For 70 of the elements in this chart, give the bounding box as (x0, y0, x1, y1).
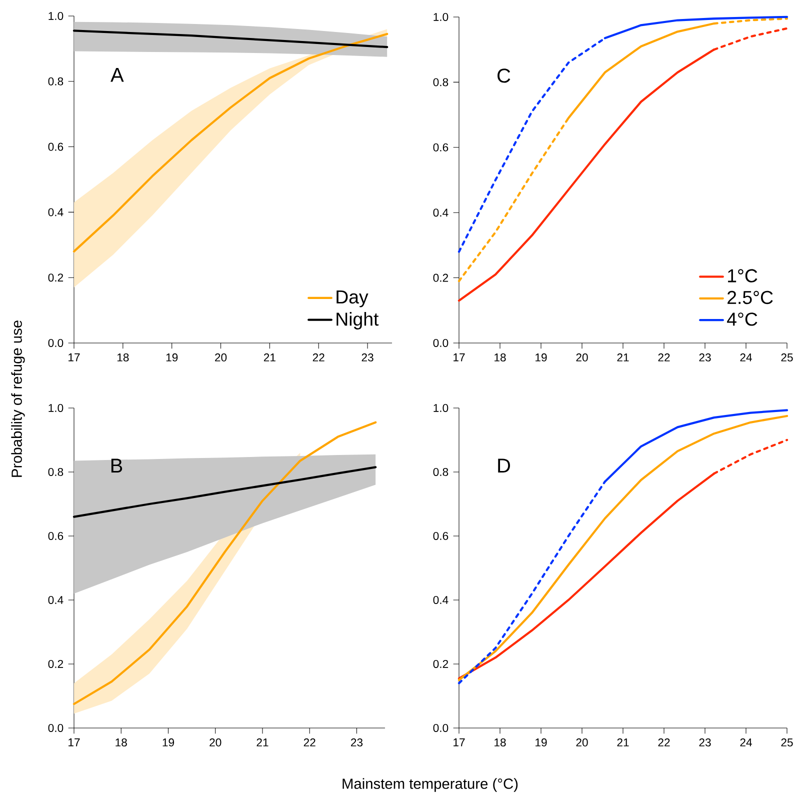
x-axis-title: Mainstem temperature (°C) (342, 778, 518, 792)
y-tick-label: 0.0 (48, 338, 64, 347)
y-tick-label: 0.8 (48, 77, 64, 86)
x-tick-label: 17 (68, 738, 80, 746)
x-tick-label: 23 (699, 353, 711, 362)
y-tick-label: 0.0 (433, 338, 448, 347)
x-tick-label: 24 (740, 738, 752, 746)
x-tick-label: 21 (256, 738, 268, 746)
x-tick-label: 21 (617, 353, 629, 362)
y-tick-label: 0.2 (433, 274, 448, 282)
x-tick-label: 18 (494, 738, 506, 746)
x-tick-label: 19 (536, 353, 547, 362)
x-tick-label: 20 (215, 353, 227, 362)
y-tick-label: 0.8 (48, 468, 64, 476)
y-tick-label: 0.0 (433, 724, 448, 732)
y-tick-label: 0.4 (433, 596, 448, 604)
x-tick-label: 19 (166, 353, 178, 362)
y-tick-label: 0.6 (433, 532, 448, 540)
x-tick-label: 20 (210, 738, 222, 746)
y-tick-label: 0.4 (48, 208, 64, 216)
y-tick-label: 1.0 (434, 12, 448, 21)
y-tick-label: 0.8 (433, 78, 448, 86)
x-tick-label: 23 (350, 738, 363, 746)
y-tick-label: 0.2 (48, 660, 64, 668)
legend-label: 2.5°C (728, 290, 773, 304)
x-tick-label: 18 (117, 353, 129, 362)
x-tick-label: 23 (699, 738, 711, 746)
x-tick-label: 22 (304, 738, 316, 746)
y-tick-label: 1.0 (434, 404, 448, 412)
x-tick-label: 24 (740, 353, 752, 362)
x-tick-label: 25 (781, 738, 793, 746)
legend-label: Day (336, 290, 368, 308)
y-tick-label: 0.8 (433, 468, 448, 476)
x-tick-label: 25 (781, 353, 793, 362)
x-tick-label: 19 (536, 738, 547, 746)
x-tick-label: 22 (658, 738, 670, 746)
x-tick-label: 23 (362, 353, 374, 362)
annotation: B (111, 458, 122, 472)
annotation: C (498, 68, 510, 83)
x-tick-label: 17 (68, 353, 80, 362)
x-tick-label: 17 (454, 738, 465, 746)
x-tick-label: 18 (116, 738, 127, 746)
x-tick-label: 18 (494, 353, 506, 362)
y-tick-label: 1.0 (48, 12, 64, 20)
y-axis-title: Probability of refuge use (11, 320, 25, 477)
y-tick-label: 0.0 (48, 724, 64, 732)
y-tick-label: 0.6 (48, 142, 64, 151)
x-tick-label: 20 (576, 738, 588, 746)
y-tick-label: 0.6 (48, 532, 64, 540)
x-tick-label: 17 (454, 353, 465, 362)
x-tick-label: 21 (264, 353, 276, 362)
line-series (458, 414, 788, 682)
y-tick-label: 1.0 (48, 404, 64, 412)
y-tick-label: 0.4 (433, 208, 448, 217)
y-tick-label: 0.6 (433, 143, 448, 152)
y-tick-label: 0.2 (48, 274, 64, 282)
x-tick-label: 20 (576, 353, 588, 362)
line-series (72, 32, 388, 253)
y-tick-label: 0.2 (433, 660, 448, 668)
x-tick-label: 21 (617, 738, 629, 746)
annotation: A (110, 68, 124, 82)
legend-label: 4°C (727, 312, 758, 326)
x-tick-label: 19 (162, 738, 174, 746)
y-tick-label: 0.4 (48, 596, 64, 604)
annotation: D (498, 458, 510, 472)
x-tick-label: 22 (312, 353, 324, 362)
legend-label: Night (336, 312, 379, 330)
x-tick-label: 22 (658, 353, 670, 362)
line-series (72, 421, 377, 706)
legend-label: 1°C (728, 269, 758, 282)
